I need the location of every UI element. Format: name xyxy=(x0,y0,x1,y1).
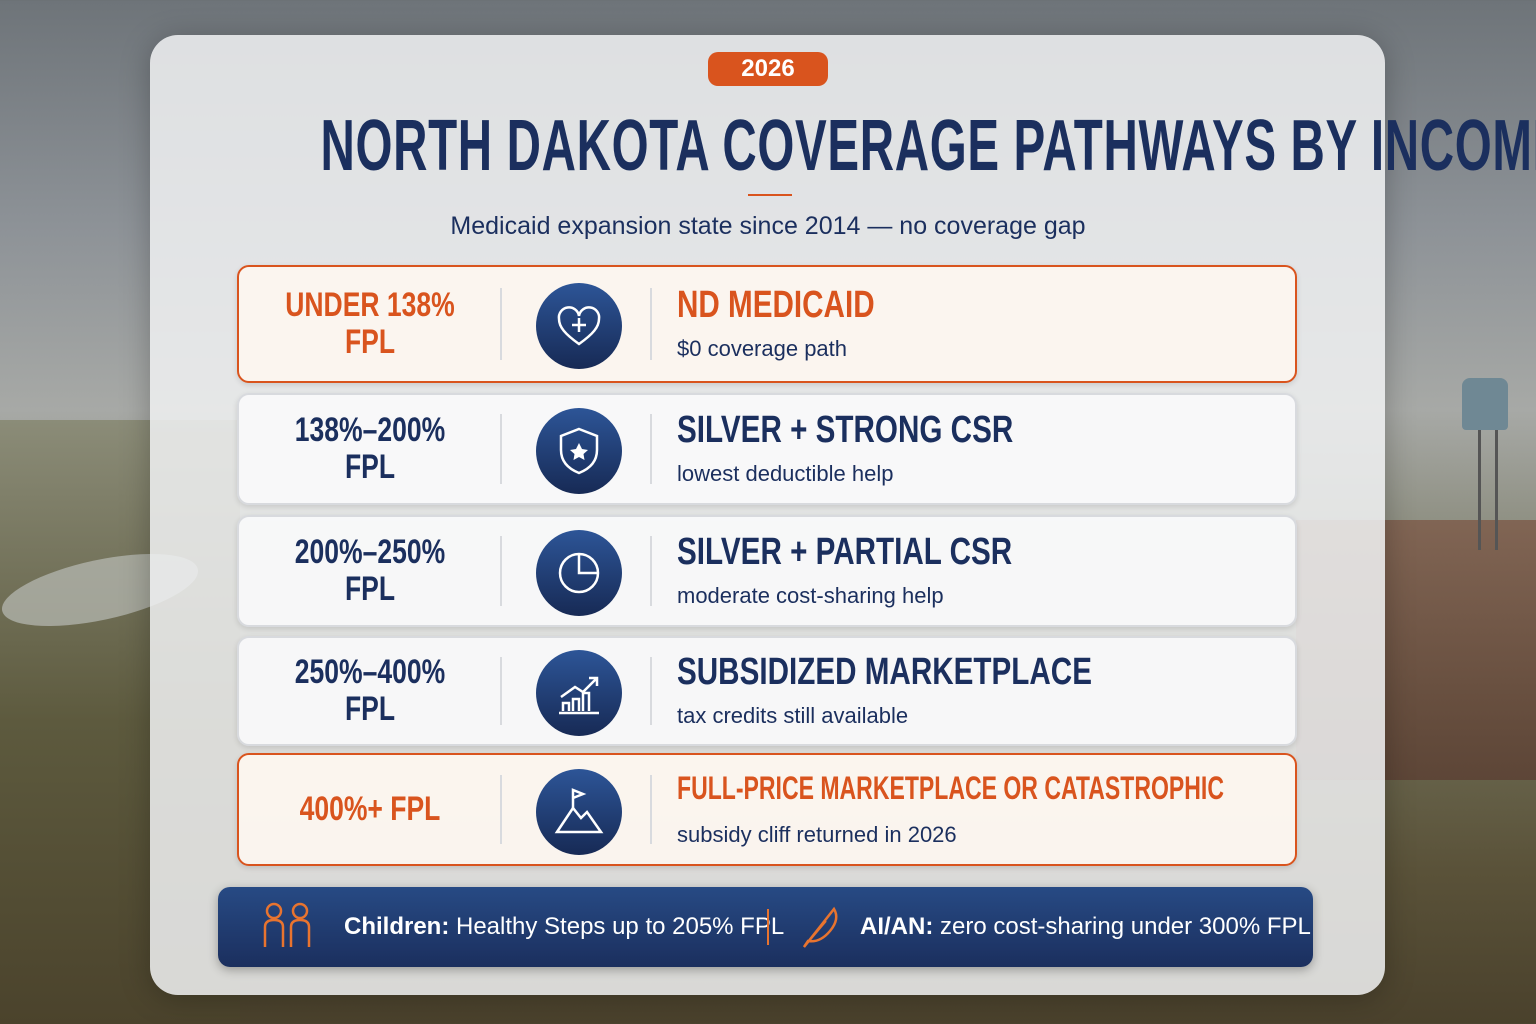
row-heading: ND MEDICAID xyxy=(677,284,875,326)
feather-icon xyxy=(802,906,838,948)
footer-text: Healthy Steps up to 205% FPL xyxy=(456,913,785,940)
income-cell: UNDER 138% FPL xyxy=(239,267,501,381)
income-range: 138%–200% FPL xyxy=(294,410,446,486)
title-wrap: NORTH DAKOTA COVERAGE PATHWAYS BY INCOME xyxy=(0,105,1536,187)
row-heading: FULL-PRICE MARKETPLACE OR CATASTROPHIC xyxy=(677,769,1224,806)
income-cell: 138%–200% FPL xyxy=(239,395,501,503)
income-range: 200%–250% FPL xyxy=(294,532,446,608)
row-icon xyxy=(536,650,622,736)
title-rule xyxy=(748,194,792,196)
row-icon xyxy=(536,768,622,855)
row-divider xyxy=(500,657,502,725)
row-divider xyxy=(500,774,502,845)
row-heading: SILVER + PARTIAL CSR xyxy=(677,531,1013,573)
subtitle: Medicaid expansion state since 2014 — no… xyxy=(450,212,1086,240)
income-cell: 200%–250% FPL xyxy=(239,517,501,625)
pathway-row: 400%+ FPL FULL-PRICE MARKETPLACE OR CATAS… xyxy=(237,753,1297,866)
row-heading: SUBSIDIZED MARKETPLACE xyxy=(677,651,1092,693)
row-icon xyxy=(536,408,622,494)
row-heading: SILVER + STRONG CSR xyxy=(677,409,1014,451)
income-range: 250%–400% FPL xyxy=(294,652,446,728)
title: NORTH DAKOTA COVERAGE PATHWAYS BY INCOME xyxy=(320,106,1536,186)
footer-divider xyxy=(767,909,769,945)
footer-item: Children: Healthy Steps up to 205% FPL xyxy=(344,887,784,967)
row-divider xyxy=(500,287,502,361)
row-description: lowest deductible help xyxy=(677,461,894,486)
row-divider xyxy=(650,774,652,845)
row-divider xyxy=(650,287,652,361)
pathway-row: 138%–200% FPL SILVER + STRONG CSR lowest d… xyxy=(237,393,1297,505)
row-description: moderate cost-sharing help xyxy=(677,583,944,608)
footer-item: AI/AN: zero cost-sharing under 300% FPL xyxy=(860,887,1311,967)
row-icon xyxy=(536,530,622,616)
year-badge: 2026 xyxy=(708,52,828,86)
children-icon xyxy=(263,902,311,947)
row-divider xyxy=(650,536,652,606)
footer-text: zero cost-sharing under 300% FPL xyxy=(940,913,1311,940)
footer: Children: Healthy Steps up to 205% FPL A… xyxy=(218,887,1313,967)
row-divider xyxy=(650,414,652,484)
income-range: UNDER 138% FPL xyxy=(285,285,455,361)
income-cell: 250%–400% FPL xyxy=(239,638,501,744)
pathway-row: 200%–250% FPL SILVER + PARTIAL CSR moderat… xyxy=(237,515,1297,627)
row-description: subsidy cliff returned in 2026 xyxy=(677,821,957,847)
row-description: $0 coverage path xyxy=(677,336,848,361)
footer-label: AI/AN: xyxy=(860,913,934,940)
income-cell: 400%+ FPL xyxy=(239,755,501,864)
pathway-row: UNDER 138% FPL ND MEDICAID $0 coverage pat… xyxy=(237,265,1297,383)
row-icon xyxy=(536,283,622,369)
pathway-row: 250%–400% FPL SUBSIDIZED MARKETPLACE tax c… xyxy=(237,636,1297,746)
water-tower xyxy=(1462,378,1508,430)
footer-label: Children: xyxy=(344,913,450,940)
row-description: tax credits still available xyxy=(677,703,909,728)
income-range: 400%+ FPL xyxy=(299,789,441,828)
row-divider xyxy=(650,657,652,725)
row-divider xyxy=(500,414,502,484)
water-tower-legs xyxy=(1478,430,1498,550)
row-divider xyxy=(500,536,502,606)
